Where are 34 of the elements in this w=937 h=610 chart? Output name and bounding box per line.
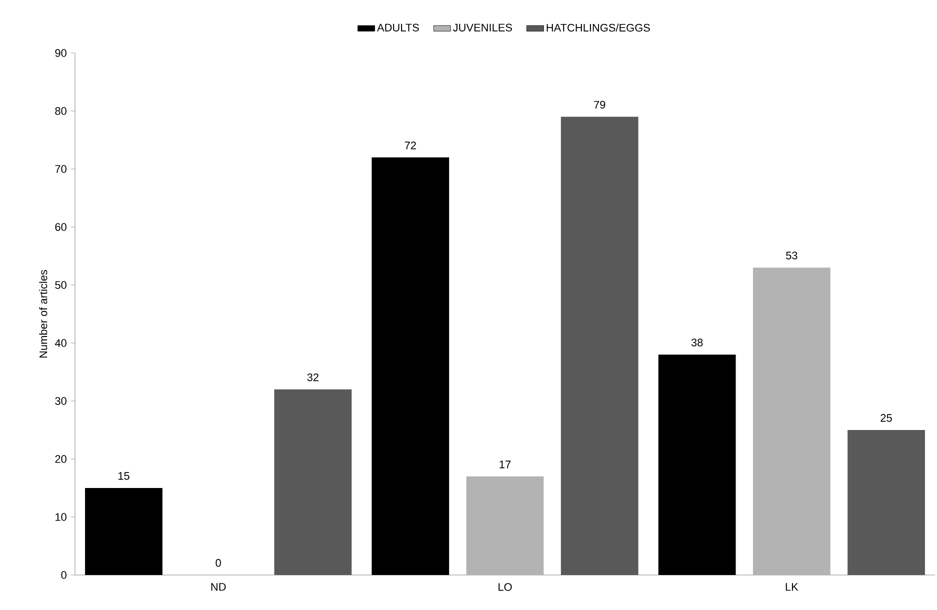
data-label: 72 bbox=[404, 142, 416, 150]
x-tick-label: LK bbox=[786, 583, 798, 591]
bar bbox=[848, 430, 925, 575]
y-tick-label: 60 bbox=[55, 223, 66, 231]
data-label: 32 bbox=[307, 373, 318, 382]
y-tick-label: 80 bbox=[55, 107, 66, 115]
data-label: 79 bbox=[594, 100, 606, 109]
y-tick-label: 30 bbox=[55, 397, 66, 405]
x-tick-label: LO bbox=[498, 583, 512, 591]
bar bbox=[658, 354, 736, 575]
data-label: 25 bbox=[880, 414, 892, 422]
y-axis-title: Number of articles bbox=[39, 270, 48, 358]
bar bbox=[274, 389, 352, 575]
x-tick-label: ND bbox=[211, 583, 226, 591]
bar bbox=[466, 476, 544, 575]
y-tick-label: 0 bbox=[61, 571, 66, 579]
data-label: 17 bbox=[500, 460, 511, 468]
bar bbox=[560, 116, 638, 575]
data-label: 53 bbox=[786, 252, 798, 260]
bar bbox=[372, 157, 450, 575]
y-tick-label: 20 bbox=[55, 455, 66, 463]
y-tick-label: 10 bbox=[56, 513, 66, 521]
bar bbox=[752, 268, 830, 575]
y-tick-label: 70 bbox=[55, 165, 66, 173]
y-tick-label: 50 bbox=[55, 281, 66, 289]
legend-label: HATCHLINGS/EGGS bbox=[546, 24, 650, 32]
data-label: 0 bbox=[216, 559, 221, 567]
y-tick-label: 40 bbox=[54, 339, 66, 347]
y-tick-label: 90 bbox=[55, 49, 66, 57]
legend-label: JUVENILES bbox=[452, 24, 512, 32]
bar bbox=[85, 488, 162, 575]
legend-label: ADULTS bbox=[377, 24, 419, 32]
data-label: 38 bbox=[691, 338, 703, 346]
data-label: 15 bbox=[118, 472, 130, 480]
